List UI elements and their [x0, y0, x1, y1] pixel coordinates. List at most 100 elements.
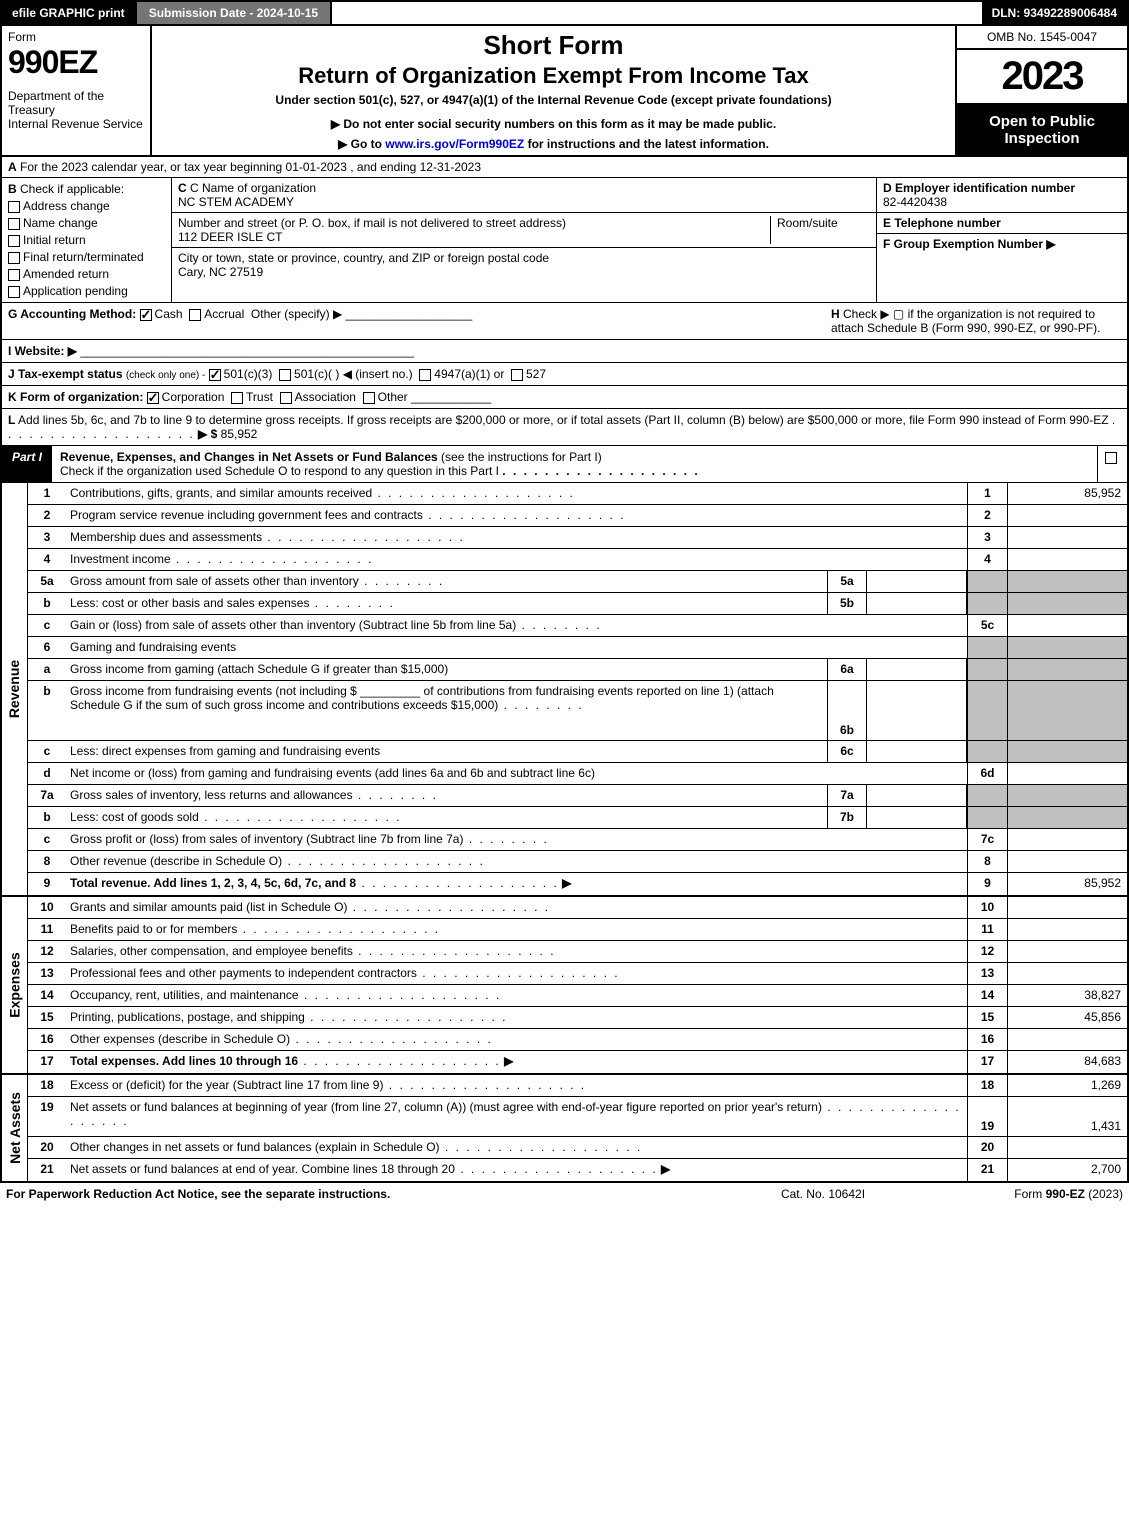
line-5c: c Gain or (loss) from sale of assets oth… — [28, 615, 1127, 637]
revenue-lines: 1 Contributions, gifts, grants, and simi… — [28, 483, 1127, 895]
ln-grey — [1007, 637, 1127, 658]
row-i: I Website: ▶ ___________________________… — [2, 340, 1127, 363]
trust-label: Trust — [246, 390, 273, 404]
ln-desc: Other expenses (describe in Schedule O) — [66, 1029, 967, 1050]
ln-box-num: 10 — [967, 897, 1007, 918]
line-1: 1 Contributions, gifts, grants, and simi… — [28, 483, 1127, 505]
ln-num: 20 — [28, 1137, 66, 1158]
line-19: 19 Net assets or fund balances at beginn… — [28, 1097, 1127, 1137]
checkbox-icon — [8, 235, 20, 247]
return-title: Return of Organization Exempt From Incom… — [160, 63, 947, 89]
chk-other-org[interactable] — [363, 392, 375, 404]
ln-box-num: 18 — [967, 1075, 1007, 1096]
ln-box-num: 14 — [967, 985, 1007, 1006]
chk-accrual[interactable] — [189, 309, 201, 321]
ln-num: b — [28, 807, 66, 828]
chk-501c3[interactable] — [209, 369, 221, 381]
room-label: Room/suite — [777, 216, 870, 230]
row-g-h: G Accounting Method: Cash Accrual Other … — [2, 303, 1127, 340]
ln-grey — [967, 637, 1007, 658]
page-footer: For Paperwork Reduction Act Notice, see … — [0, 1183, 1129, 1205]
527-label: 527 — [526, 367, 546, 381]
501c3-label: 501(c)(3) — [224, 367, 273, 381]
ln-desc: Less: direct expenses from gaming and fu… — [66, 741, 827, 762]
ln-box-num: 15 — [967, 1007, 1007, 1028]
ln-desc: Program service revenue including govern… — [66, 505, 967, 526]
ln-num: 21 — [28, 1159, 66, 1181]
netassets-section: Net Assets 18 Excess or (deficit) for th… — [2, 1075, 1127, 1181]
chk-amended[interactable]: Amended return — [8, 267, 165, 281]
form-number: 990EZ — [8, 44, 144, 81]
ln-sub-num: 6a — [827, 659, 867, 680]
l-label: L — [8, 413, 15, 427]
chk-4947[interactable] — [419, 369, 431, 381]
ln-box-val: 2,700 — [1007, 1159, 1127, 1181]
expenses-side-label: Expenses — [2, 897, 28, 1073]
j-label: J Tax-exempt status — [8, 367, 123, 381]
ln-box-val — [1007, 549, 1127, 570]
ln-num: 6 — [28, 637, 66, 658]
line-2: 2 Program service revenue including gove… — [28, 505, 1127, 527]
ln-box-num: 2 — [967, 505, 1007, 526]
ln-grey — [967, 571, 1007, 592]
ln-num: 5a — [28, 571, 66, 592]
line-21: 21 Net assets or fund balances at end of… — [28, 1159, 1127, 1181]
chk-527[interactable] — [511, 369, 523, 381]
efile-print-label[interactable]: efile GRAPHIC print — [2, 2, 137, 24]
chk-cash[interactable] — [140, 309, 152, 321]
cell-c-city: City or town, state or province, country… — [172, 248, 876, 282]
h-text: Check ▶ ▢ if the organization is not req… — [831, 307, 1100, 335]
line-20: 20 Other changes in net assets or fund b… — [28, 1137, 1127, 1159]
ln-box-val — [1007, 527, 1127, 548]
part1-checkbox[interactable] — [1097, 446, 1127, 482]
header-warnings: ▶ Do not enter social security numbers o… — [160, 117, 947, 151]
ln-box-val — [1007, 505, 1127, 526]
line-10: 10 Grants and similar amounts paid (list… — [28, 897, 1127, 919]
ln-box-num: 3 — [967, 527, 1007, 548]
ln-box-num: 12 — [967, 941, 1007, 962]
chk-501c-other[interactable] — [279, 369, 291, 381]
chk-trust[interactable] — [231, 392, 243, 404]
ln-sub-val — [867, 659, 967, 680]
ln-num: 16 — [28, 1029, 66, 1050]
ln-sub-num: 7b — [827, 807, 867, 828]
cell-c-name: C C Name of organization NC STEM ACADEMY — [172, 178, 876, 213]
ln-desc: Occupancy, rent, utilities, and maintena… — [66, 985, 967, 1006]
line-7c: c Gross profit or (loss) from sales of i… — [28, 829, 1127, 851]
chk-corp[interactable] — [147, 392, 159, 404]
row-g: G Accounting Method: Cash Accrual Other … — [8, 307, 821, 335]
under-section-text: Under section 501(c), 527, or 4947(a)(1)… — [160, 93, 947, 107]
ln-num: 14 — [28, 985, 66, 1006]
ln-desc: Total expenses. Add lines 10 through 16 … — [66, 1051, 967, 1073]
ln-desc: Printing, publications, postage, and shi… — [66, 1007, 967, 1028]
h-label: H — [831, 307, 840, 321]
ln-desc: Gross income from gaming (attach Schedul… — [66, 659, 827, 680]
short-form-title: Short Form — [160, 30, 947, 61]
ln-box-val — [1007, 851, 1127, 872]
ln-desc: Benefits paid to or for members — [66, 919, 967, 940]
ln-num: 1 — [28, 483, 66, 504]
irs-link[interactable]: www.irs.gov/Form990EZ — [385, 137, 524, 151]
chk-assoc[interactable] — [280, 392, 292, 404]
cell-d: D Employer identification number 82-4420… — [877, 178, 1127, 213]
chk-app-pending[interactable]: Application pending — [8, 284, 165, 298]
e-label: E Telephone number — [883, 216, 1001, 230]
header-right: OMB No. 1545-0047 2023 Open to Public In… — [957, 26, 1127, 155]
line-6b: b Gross income from fundraising events (… — [28, 681, 1127, 741]
ln-desc: Salaries, other compensation, and employ… — [66, 941, 967, 962]
line-7a: 7a Gross sales of inventory, less return… — [28, 785, 1127, 807]
chk-initial-return[interactable]: Initial return — [8, 233, 165, 247]
line-8: 8 Other revenue (describe in Schedule O)… — [28, 851, 1127, 873]
chk-final-return[interactable]: Final return/terminated — [8, 250, 165, 264]
section-bcdef: B Check if applicable: Address change Na… — [2, 178, 1127, 303]
ln-box-val: 38,827 — [1007, 985, 1127, 1006]
ln-desc: Net assets or fund balances at beginning… — [66, 1097, 967, 1136]
row-h: H Check ▶ ▢ if the organization is not r… — [821, 307, 1121, 335]
submission-date: Submission Date - 2024-10-15 — [137, 2, 332, 24]
department-label: Department of the Treasury Internal Reve… — [8, 89, 144, 131]
chk-address-change[interactable]: Address change — [8, 199, 165, 213]
line-11: 11 Benefits paid to or for members 11 — [28, 919, 1127, 941]
corp-label: Corporation — [162, 390, 225, 404]
ln-num: 7a — [28, 785, 66, 806]
chk-name-change[interactable]: Name change — [8, 216, 165, 230]
